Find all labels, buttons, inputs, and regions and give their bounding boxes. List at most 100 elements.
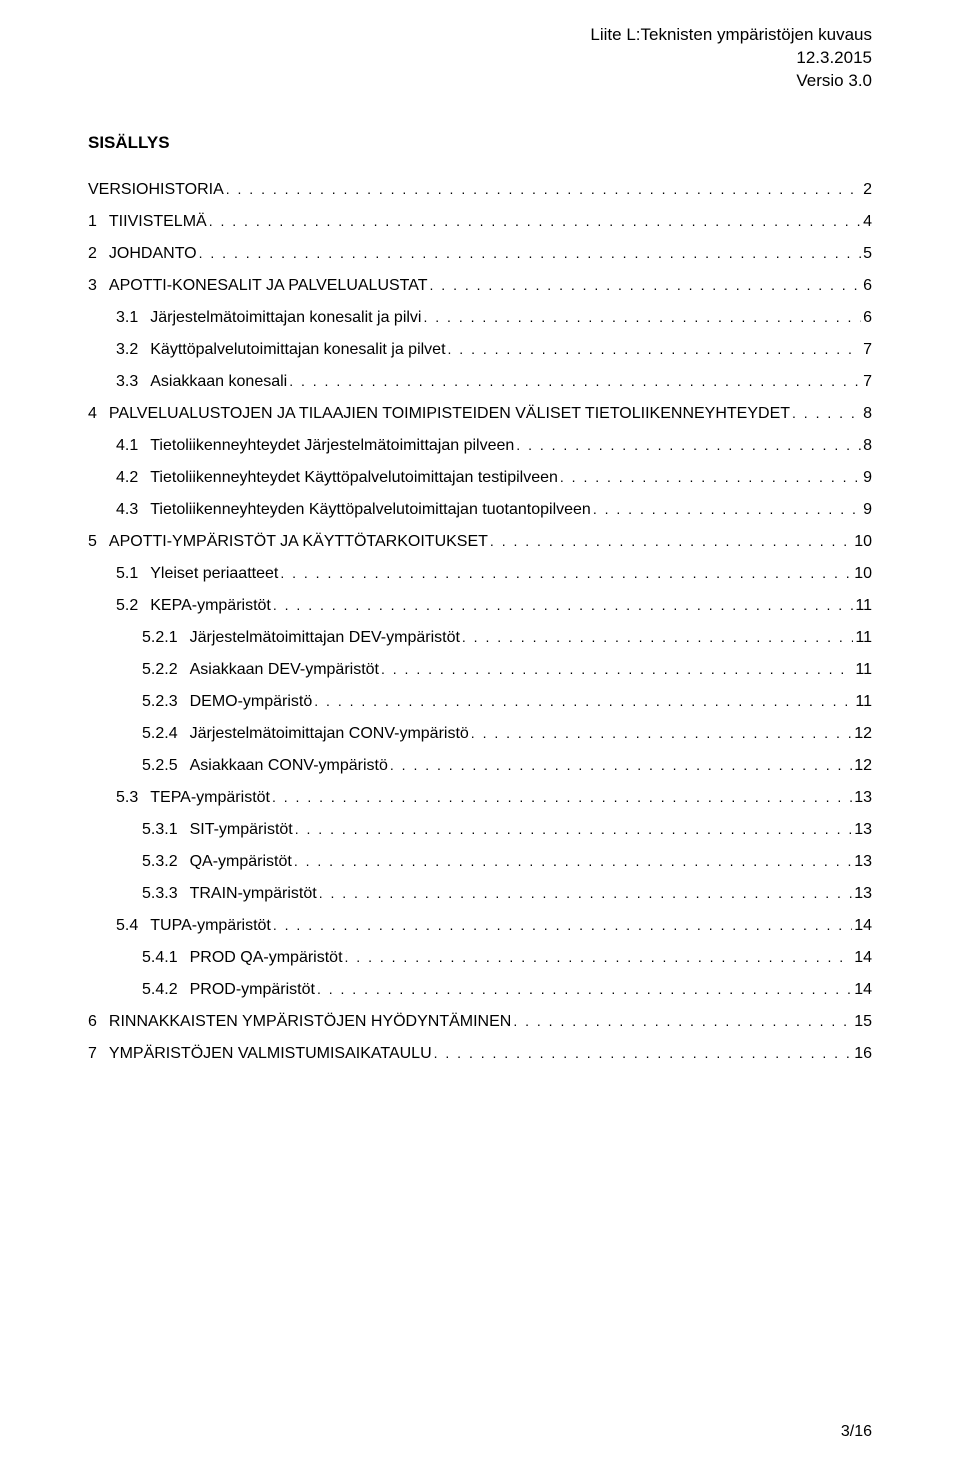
toc-entry[interactable]: 5.4.1PROD QA-ympäristöt. . . . . . . . .… [142,949,872,967]
toc-entry-number: 2 [88,245,109,263]
toc-entry[interactable]: 6RINNAKKAISTEN YMPÄRISTÖJEN HYÖDYNTÄMINE… [88,1013,872,1031]
toc-entry-page: 15 [852,1013,872,1031]
toc-entry[interactable]: 1TIIVISTELMÄ. . . . . . . . . . . . . . … [88,213,872,231]
toc-entry-page: 11 [853,629,872,647]
toc-entry[interactable]: 5.4TUPA-ympäristöt. . . . . . . . . . . … [116,917,872,935]
toc-entry-page: 13 [852,853,872,871]
toc-entry[interactable]: 3.1Järjestelmätoimittajan konesalit ja p… [116,309,872,327]
toc-dot-leader: . . . . . . . . . . . . . . . . . . . . … [792,405,861,421]
toc-dot-leader: . . . . . . . . . . . . . . . . . . . . … [516,437,861,453]
toc-entry-page: 8 [861,437,872,455]
toc-entry-page: 12 [852,725,872,743]
toc-entry-title: YMPÄRISTÖJEN VALMISTUMISAIKATAULU [109,1045,434,1063]
toc-dot-leader: . . . . . . . . . . . . . . . . . . . . … [423,309,861,325]
toc-list: VERSIOHISTORIA. . . . . . . . . . . . . … [88,181,872,1063]
toc-dot-leader: . . . . . . . . . . . . . . . . . . . . … [319,885,852,901]
toc-dot-leader: . . . . . . . . . . . . . . . . . . . . … [272,789,852,805]
toc-title: SISÄLLYS [88,133,872,153]
toc-entry-title: JOHDANTO [109,245,199,263]
toc-entry[interactable]: 5.3.3TRAIN-ympäristöt. . . . . . . . . .… [142,885,872,903]
toc-entry[interactable]: 4.2Tietoliikenneyhteydet Käyttöpalveluto… [116,469,872,487]
toc-entry-title: DEMO-ympäristö [190,693,315,711]
toc-entry-number: 3.2 [116,341,150,359]
toc-entry[interactable]: VERSIOHISTORIA. . . . . . . . . . . . . … [88,181,872,199]
toc-entry-number: 5.4.1 [142,949,190,967]
toc-entry-number: 5.2.1 [142,629,190,647]
toc-entry[interactable]: 3APOTTI-KONESALIT JA PALVELUALUSTAT. . .… [88,277,872,295]
toc-entry-page: 12 [852,757,872,775]
toc-entry-number: 3 [88,277,109,295]
toc-dot-leader: . . . . . . . . . . . . . . . . . . . . … [273,597,854,613]
toc-entry-number: 5.2.4 [142,725,190,743]
toc-entry-title: TRAIN-ympäristöt [190,885,319,903]
toc-entry-page: 14 [852,949,872,967]
toc-dot-leader: . . . . . . . . . . . . . . . . . . . . … [280,565,852,581]
header-date: 12.3.2015 [88,47,872,70]
toc-entry[interactable]: 5.3.2QA-ympäristöt. . . . . . . . . . . … [142,853,872,871]
toc-entry-number: 5.4.2 [142,981,190,999]
toc-entry-page: 14 [852,981,872,999]
toc-entry[interactable]: 7YMPÄRISTÖJEN VALMISTUMISAIKATAULU. . . … [88,1045,872,1063]
toc-dot-leader: . . . . . . . . . . . . . . . . . . . . … [560,469,861,485]
toc-entry-page: 7 [861,373,872,391]
toc-entry[interactable]: 5.2.4Järjestelmätoimittajan CONV-ympäris… [142,725,872,743]
toc-dot-leader: . . . . . . . . . . . . . . . . . . . . … [345,949,853,965]
toc-entry-title: TIIVISTELMÄ [109,213,209,231]
toc-entry-page: 10 [852,533,872,551]
toc-entry[interactable]: 5.2.1Järjestelmätoimittajan DEV-ympärist… [142,629,872,647]
toc-dot-leader: . . . . . . . . . . . . . . . . . . . . … [199,245,861,261]
toc-dot-leader: . . . . . . . . . . . . . . . . . . . . … [390,757,852,773]
toc-entry-title: Tietoliikenneyhteydet Järjestelmätoimitt… [150,437,516,455]
toc-entry-number: 5.2.2 [142,661,190,679]
toc-entry-page: 6 [861,309,872,327]
toc-entry-title: Järjestelmätoimittajan konesalit ja pilv… [150,309,423,327]
toc-entry[interactable]: 5.2.2Asiakkaan DEV-ympäristöt. . . . . .… [142,661,872,679]
toc-entry[interactable]: 5.2KEPA-ympäristöt. . . . . . . . . . . … [116,597,872,615]
toc-dot-leader: . . . . . . . . . . . . . . . . . . . . … [434,1045,853,1061]
toc-dot-leader: . . . . . . . . . . . . . . . . . . . . … [226,181,861,197]
toc-entry-page: 2 [861,181,872,199]
toc-entry[interactable]: 5.4.2PROD-ympäristöt. . . . . . . . . . … [142,981,872,999]
toc-dot-leader: . . . . . . . . . . . . . . . . . . . . … [295,821,852,837]
toc-entry-page: 7 [861,341,872,359]
toc-entry-number: 5.3.2 [142,853,190,871]
toc-entry[interactable]: 3.3Asiakkaan konesali. . . . . . . . . .… [116,373,872,391]
toc-entry-number: 1 [88,213,109,231]
toc-entry-title: RINNAKKAISTEN YMPÄRISTÖJEN HYÖDYNTÄMINEN [109,1013,513,1031]
toc-entry-number: 5.3.3 [142,885,190,903]
toc-dot-leader: . . . . . . . . . . . . . . . . . . . . … [273,917,852,933]
toc-entry[interactable]: 5.2.3DEMO-ympäristö. . . . . . . . . . .… [142,693,872,711]
toc-entry-number: 5.2.5 [142,757,190,775]
toc-entry[interactable]: 5APOTTI-YMPÄRISTÖT JA KÄYTTÖTARKOITUKSET… [88,533,872,551]
toc-entry-page: 9 [861,469,872,487]
toc-entry[interactable]: 4.3Tietoliikenneyhteyden Käyttöpalveluto… [116,501,872,519]
toc-entry[interactable]: 5.2.5Asiakkaan CONV-ympäristö. . . . . .… [142,757,872,775]
toc-entry-number: 5.2.3 [142,693,190,711]
toc-entry-title: APOTTI-YMPÄRISTÖT JA KÄYTTÖTARKOITUKSET [109,533,490,551]
toc-dot-leader: . . . . . . . . . . . . . . . . . . . . … [294,853,852,869]
toc-entry[interactable]: 3.2Käyttöpalvelutoimittajan konesalit ja… [116,341,872,359]
toc-entry-page: 10 [852,565,872,583]
toc-entry-page: 8 [861,405,872,423]
toc-entry-number: 4.1 [116,437,150,455]
toc-entry-title: PROD QA-ympäristöt [190,949,345,967]
toc-entry-page: 6 [861,277,872,295]
toc-entry[interactable]: 4.1Tietoliikenneyhteydet Järjestelmätoim… [116,437,872,455]
toc-entry-number: 5.3 [116,789,150,807]
toc-entry-title: Käyttöpalvelutoimittajan konesalit ja pi… [150,341,447,359]
toc-entry-page: 11 [853,693,872,711]
toc-dot-leader: . . . . . . . . . . . . . . . . . . . . … [490,533,852,549]
toc-dot-leader: . . . . . . . . . . . . . . . . . . . . … [448,341,862,357]
toc-entry[interactable]: 5.3.1SIT-ympäristöt. . . . . . . . . . .… [142,821,872,839]
toc-entry-title: PALVELUALUSTOJEN JA TILAAJIEN TOIMIPISTE… [109,405,792,423]
toc-entry-number: 4 [88,405,109,423]
toc-entry[interactable]: 5.1Yleiset periaatteet. . . . . . . . . … [116,565,872,583]
toc-entry-page: 13 [852,789,872,807]
toc-entry[interactable]: 5.3TEPA-ympäristöt. . . . . . . . . . . … [116,789,872,807]
header-doc-title: Liite L:Teknisten ympäristöjen kuvaus [88,24,872,47]
toc-entry[interactable]: 4PALVELUALUSTOJEN JA TILAAJIEN TOIMIPIST… [88,405,872,423]
toc-entry-title: APOTTI-KONESALIT JA PALVELUALUSTAT [109,277,430,295]
toc-entry-number: 3.3 [116,373,150,391]
toc-dot-leader: . . . . . . . . . . . . . . . . . . . . … [314,693,853,709]
toc-entry[interactable]: 2JOHDANTO. . . . . . . . . . . . . . . .… [88,245,872,263]
